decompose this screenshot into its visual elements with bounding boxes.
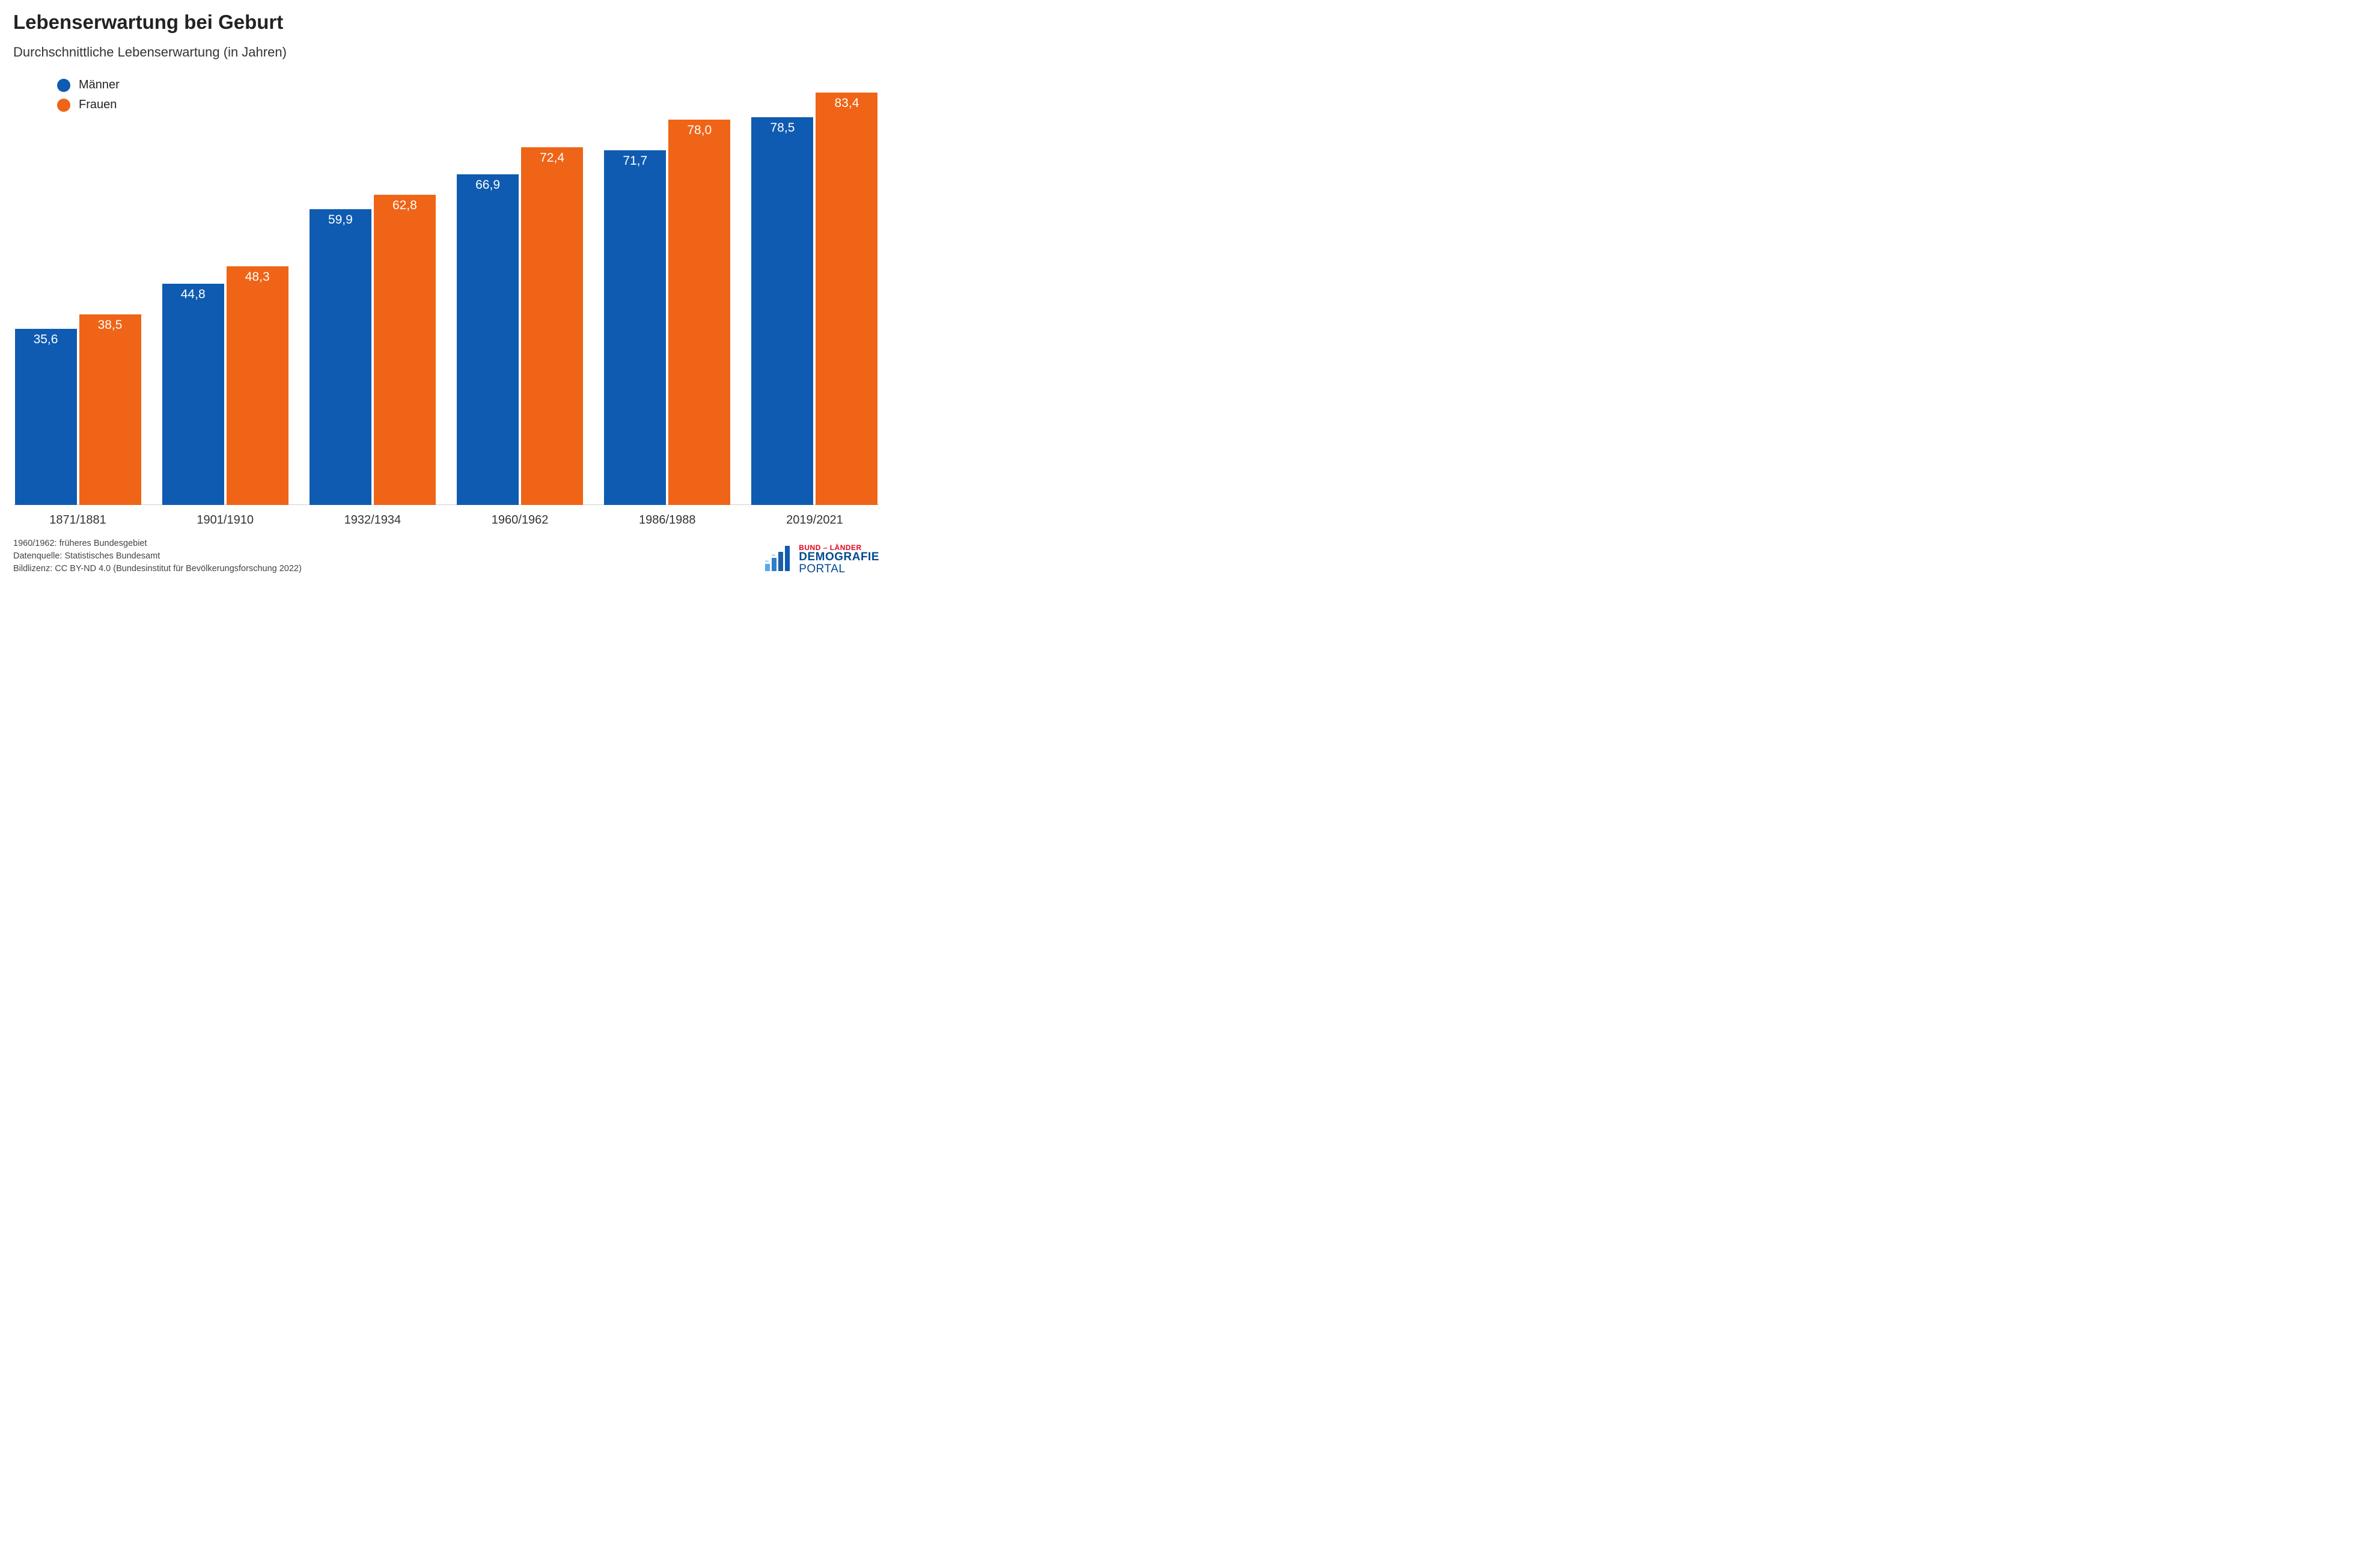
bar-value-label: 72,4 [521, 151, 583, 165]
x-axis-label: 1932/1934 [308, 513, 437, 527]
bar: 71,7 [604, 150, 666, 505]
bar-value-label: 48,3 [227, 270, 288, 284]
x-axis-label: 1960/1962 [456, 513, 585, 527]
bar-value-label: 78,0 [668, 123, 730, 138]
bar-value-label: 83,4 [816, 96, 877, 111]
bar: 78,5 [751, 117, 813, 505]
bar-value-label: 78,5 [751, 121, 813, 135]
chart-title: Lebenserwartung bei Geburt [13, 11, 879, 34]
chart-subtitle: Durchschnittliche Lebenserwartung (in Ja… [13, 44, 879, 60]
footnote-line: 1960/1962: früheres Bundesgebiet [13, 537, 302, 550]
bar: 44,8 [162, 284, 224, 505]
bar-group: 44,848,3 [160, 266, 290, 505]
bar: 59,9 [310, 209, 371, 506]
bar: 83,4 [816, 93, 877, 505]
bar: 72,4 [521, 147, 583, 505]
x-axis-label: 1871/1881 [13, 513, 142, 527]
logo-text: BUND – LÄNDER DEMOGRAFIE PORTAL [799, 544, 879, 575]
bar-value-label: 38,5 [79, 318, 141, 332]
bar-group: 66,972,4 [456, 147, 585, 505]
bar-group: 35,638,5 [13, 314, 142, 505]
bar: 35,6 [15, 329, 77, 505]
bar: 62,8 [374, 195, 436, 505]
footnote-line: Datenquelle: Statistisches Bundesamt [13, 550, 302, 563]
bar-value-label: 71,7 [604, 154, 666, 168]
bar-value-label: 44,8 [162, 287, 224, 302]
bar-value-label: 35,6 [15, 332, 77, 347]
bar-value-label: 62,8 [374, 198, 436, 213]
x-axis-label: 1901/1910 [160, 513, 290, 527]
bar-group: 78,583,4 [750, 93, 879, 505]
bar: 66,9 [457, 174, 519, 505]
brand-logo: BUND – LÄNDER DEMOGRAFIE PORTAL [765, 544, 879, 575]
bar-group: 59,962,8 [308, 195, 437, 505]
bar: 38,5 [79, 314, 141, 505]
x-axis-label: 2019/2021 [750, 513, 879, 527]
logo-bars-icon [765, 546, 793, 574]
footer-notes: 1960/1962: früheres Bundesgebiet Datenqu… [13, 537, 302, 575]
x-axis-label: 1986/1988 [603, 513, 732, 527]
bar-value-label: 59,9 [310, 213, 371, 227]
chart-plot-area: 35,638,544,848,359,962,866,972,471,778,0… [13, 60, 879, 505]
bar-group: 71,7 78,0 [603, 120, 732, 505]
bar-groups: 35,638,544,848,359,962,866,972,471,778,0… [13, 60, 879, 505]
bar: 48,3 [227, 266, 288, 505]
logo-line: DEMOGRAFIE [799, 551, 879, 563]
bar-value-label: 66,9 [457, 178, 519, 192]
bar: 78,0 [668, 120, 730, 505]
logo-line: PORTAL [799, 563, 879, 575]
footnote-line: Bildlizenz: CC BY-ND 4.0 (Bundesinstitut… [13, 563, 302, 575]
x-axis-labels: 1871/1881 1901/1910 1932/1934 1960/1962 1986… [13, 513, 879, 527]
